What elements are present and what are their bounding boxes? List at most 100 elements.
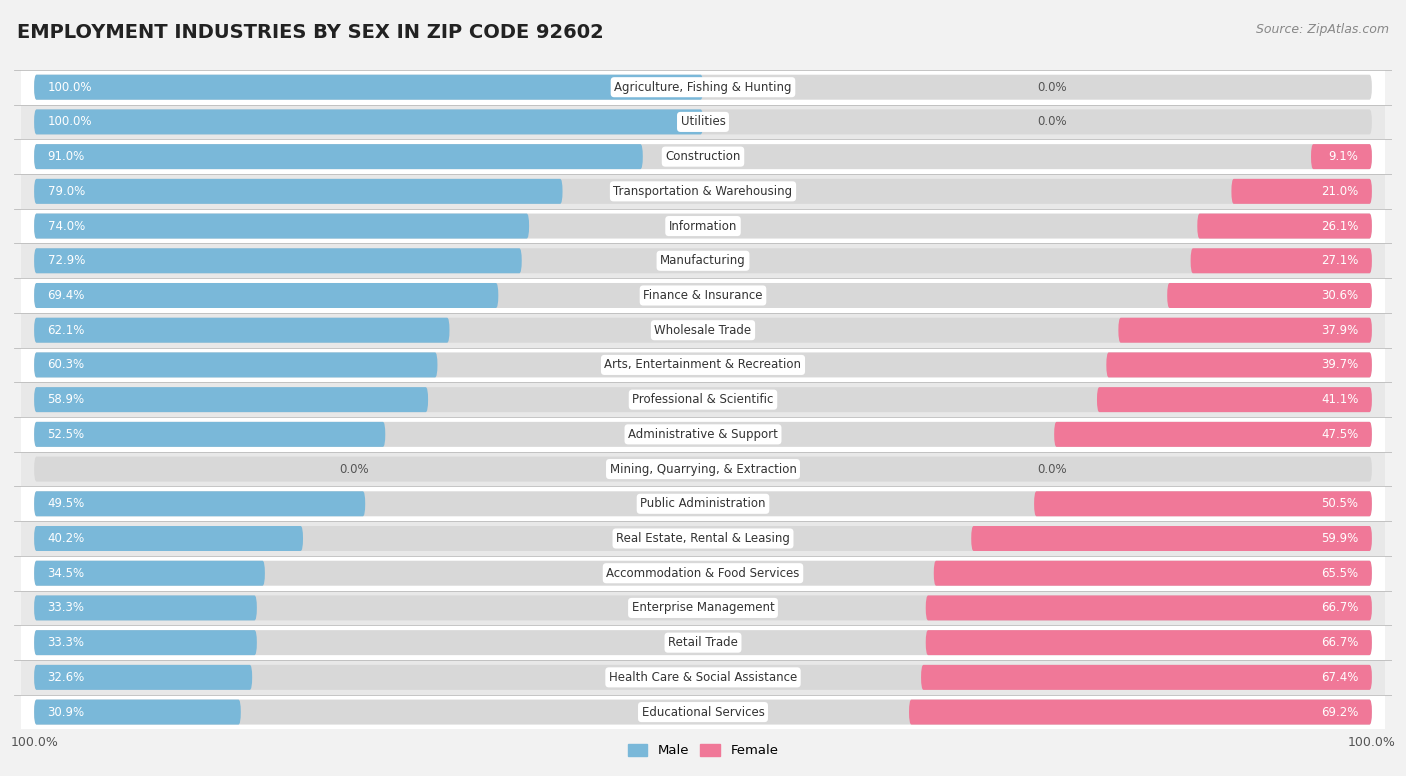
Text: Accommodation & Food Services: Accommodation & Food Services [606,566,800,580]
FancyBboxPatch shape [34,630,1372,655]
Text: 74.0%: 74.0% [48,220,84,233]
Text: 40.2%: 40.2% [48,532,84,545]
FancyBboxPatch shape [34,561,264,586]
Legend: Male, Female: Male, Female [623,739,783,762]
Text: 67.4%: 67.4% [1322,671,1358,684]
Text: 34.5%: 34.5% [48,566,84,580]
Bar [21,105,1385,139]
Text: Enterprise Management: Enterprise Management [631,601,775,615]
Text: Manufacturing: Manufacturing [661,255,745,267]
Text: 66.7%: 66.7% [1322,601,1358,615]
Text: 65.5%: 65.5% [1322,566,1358,580]
FancyBboxPatch shape [34,352,437,377]
FancyBboxPatch shape [34,144,1372,169]
Text: 58.9%: 58.9% [48,393,84,406]
Text: 69.2%: 69.2% [1322,705,1358,719]
FancyBboxPatch shape [1167,283,1372,308]
FancyBboxPatch shape [1054,422,1372,447]
FancyBboxPatch shape [34,422,385,447]
Text: 79.0%: 79.0% [48,185,84,198]
Bar [21,521,1385,556]
FancyBboxPatch shape [34,213,1372,238]
FancyBboxPatch shape [1118,317,1372,343]
Bar [21,452,1385,487]
Text: 9.1%: 9.1% [1329,150,1358,163]
Text: 59.9%: 59.9% [1322,532,1358,545]
Text: Real Estate, Rental & Leasing: Real Estate, Rental & Leasing [616,532,790,545]
Text: Information: Information [669,220,737,233]
FancyBboxPatch shape [34,456,1372,482]
Text: 0.0%: 0.0% [339,462,368,476]
FancyBboxPatch shape [1107,352,1372,377]
Text: Source: ZipAtlas.com: Source: ZipAtlas.com [1256,23,1389,36]
Text: 52.5%: 52.5% [48,428,84,441]
FancyBboxPatch shape [34,526,1372,551]
FancyBboxPatch shape [34,178,1372,204]
FancyBboxPatch shape [1033,491,1372,516]
FancyBboxPatch shape [34,387,427,412]
Bar [21,591,1385,625]
FancyBboxPatch shape [1191,248,1372,273]
Text: Administrative & Support: Administrative & Support [628,428,778,441]
FancyBboxPatch shape [972,526,1372,551]
Text: Finance & Insurance: Finance & Insurance [644,289,762,302]
Text: 27.1%: 27.1% [1322,255,1358,267]
FancyBboxPatch shape [34,665,252,690]
Text: 0.0%: 0.0% [1038,462,1067,476]
Bar [21,625,1385,660]
Bar [21,660,1385,695]
Text: Educational Services: Educational Services [641,705,765,719]
Text: Retail Trade: Retail Trade [668,636,738,650]
Text: 26.1%: 26.1% [1322,220,1358,233]
Text: 41.1%: 41.1% [1322,393,1358,406]
FancyBboxPatch shape [1310,144,1372,169]
Bar [21,695,1385,729]
FancyBboxPatch shape [34,283,1372,308]
Text: 0.0%: 0.0% [1038,81,1067,94]
FancyBboxPatch shape [1198,213,1372,238]
Text: 66.7%: 66.7% [1322,636,1358,650]
FancyBboxPatch shape [1232,178,1372,204]
Text: Public Administration: Public Administration [640,497,766,511]
FancyBboxPatch shape [934,561,1372,586]
Bar [21,417,1385,452]
FancyBboxPatch shape [34,595,257,621]
Text: 21.0%: 21.0% [1322,185,1358,198]
Bar [21,244,1385,278]
FancyBboxPatch shape [34,74,1372,99]
FancyBboxPatch shape [1097,387,1372,412]
FancyBboxPatch shape [34,665,1372,690]
Text: 60.3%: 60.3% [48,359,84,372]
Bar [21,278,1385,313]
Bar [21,383,1385,417]
FancyBboxPatch shape [34,561,1372,586]
Text: 69.4%: 69.4% [48,289,84,302]
FancyBboxPatch shape [34,595,1372,621]
Text: Mining, Quarrying, & Extraction: Mining, Quarrying, & Extraction [610,462,796,476]
FancyBboxPatch shape [34,248,522,273]
FancyBboxPatch shape [34,144,643,169]
Bar [21,174,1385,209]
Bar [21,313,1385,348]
Text: 62.1%: 62.1% [48,324,84,337]
Bar [21,556,1385,591]
Bar [21,209,1385,244]
FancyBboxPatch shape [34,700,1372,725]
Text: 0.0%: 0.0% [1038,116,1067,128]
Text: Professional & Scientific: Professional & Scientific [633,393,773,406]
FancyBboxPatch shape [34,352,1372,377]
FancyBboxPatch shape [921,665,1372,690]
FancyBboxPatch shape [925,595,1372,621]
Bar [21,70,1385,105]
Text: 50.5%: 50.5% [1322,497,1358,511]
FancyBboxPatch shape [34,74,703,99]
FancyBboxPatch shape [34,248,1372,273]
Text: Arts, Entertainment & Recreation: Arts, Entertainment & Recreation [605,359,801,372]
FancyBboxPatch shape [34,109,703,134]
Text: 30.6%: 30.6% [1322,289,1358,302]
Text: Agriculture, Fishing & Hunting: Agriculture, Fishing & Hunting [614,81,792,94]
Text: 30.9%: 30.9% [48,705,84,719]
FancyBboxPatch shape [34,422,1372,447]
Text: 39.7%: 39.7% [1322,359,1358,372]
Text: 47.5%: 47.5% [1322,428,1358,441]
